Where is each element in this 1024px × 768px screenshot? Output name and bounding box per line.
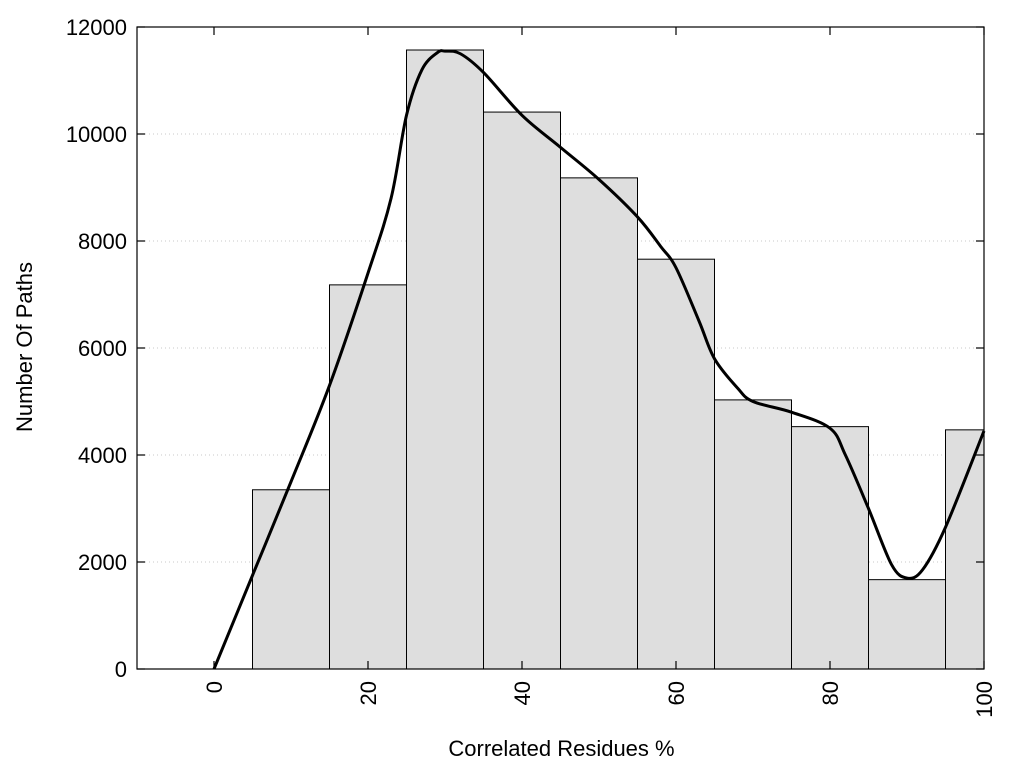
- x-tick-label: 0: [202, 681, 227, 693]
- y-tick-label: 0: [115, 657, 127, 682]
- y-tick-label: 6000: [78, 336, 127, 361]
- histogram-bar: [252, 489, 330, 670]
- y-tick-label: 4000: [78, 443, 127, 468]
- x-tick-label: 100: [972, 681, 997, 718]
- histogram-bar: [868, 579, 946, 670]
- histogram-bar: [406, 49, 484, 670]
- x-tick-label: 60: [664, 681, 689, 705]
- histogram-bar: [791, 426, 869, 670]
- x-tick-label: 20: [356, 681, 381, 705]
- histogram-bar: [637, 258, 715, 670]
- y-tick-label: 10000: [66, 122, 127, 147]
- bars: [252, 49, 985, 670]
- y-axis-ticks: 0 2000 4000 6000 8000 10000 12000: [66, 15, 984, 682]
- histogram-bar: [945, 429, 985, 670]
- y-tick-label: 12000: [66, 15, 127, 40]
- histogram-bar: [714, 399, 792, 670]
- histogram-bar: [329, 284, 407, 670]
- histogram-bar: [483, 111, 561, 670]
- y-axis-title: Number Of Paths: [12, 262, 37, 432]
- y-tick-label: 8000: [78, 229, 127, 254]
- x-tick-label: 40: [510, 681, 535, 705]
- density-curve: [212, 49, 986, 670]
- x-axis-title: Correlated Residues %: [448, 736, 674, 761]
- density-curve-line: [212, 49, 986, 670]
- x-tick-label: 80: [818, 681, 843, 705]
- x-axis-ticks: 0 20 40 60 80 100: [202, 27, 997, 718]
- histogram-bar: [560, 177, 638, 670]
- y-tick-label: 2000: [78, 550, 127, 575]
